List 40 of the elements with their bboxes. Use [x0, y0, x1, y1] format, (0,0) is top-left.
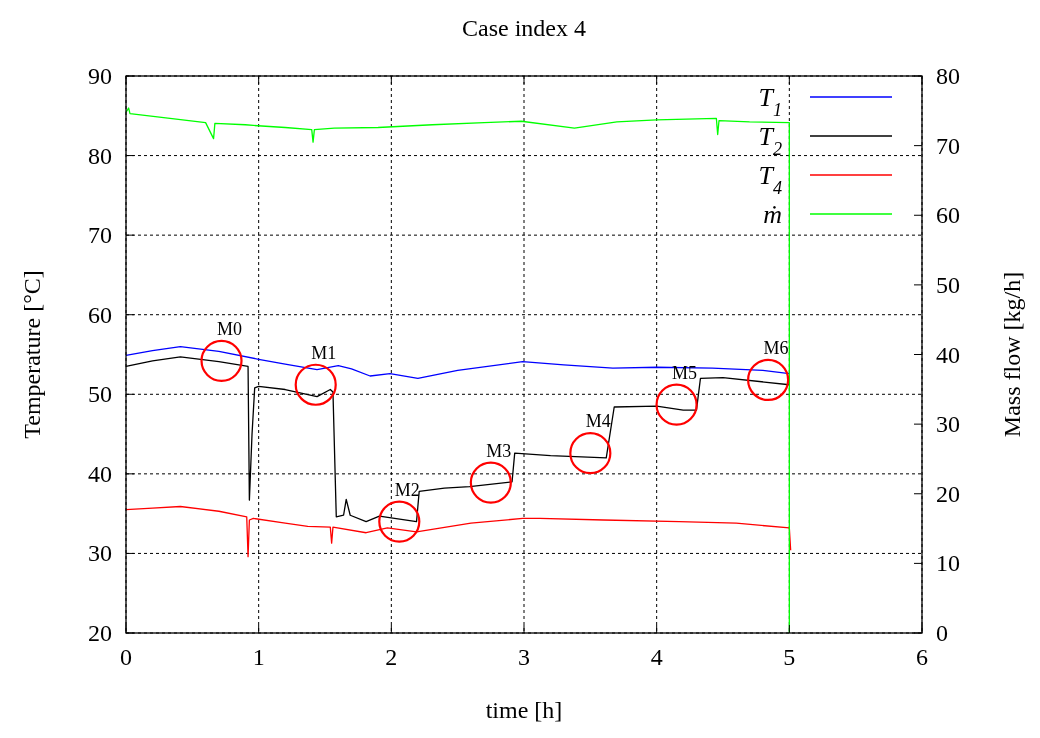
y-tick-label: 50: [88, 381, 112, 408]
annotation: M5: [672, 362, 698, 383]
legend-label: T$_{1}$: [758, 83, 782, 120]
y-axis-title: Temperature [°C]: [19, 270, 45, 439]
annotation: M4: [585, 411, 611, 432]
x-tick-label: 2: [385, 644, 398, 670]
annotation: M2: [394, 479, 420, 500]
y2-tick-label: 20: [936, 480, 960, 507]
y-tick-label: 60: [88, 301, 112, 328]
x-tick-label: 0: [120, 644, 132, 670]
line-series: [125, 505, 792, 558]
y2-tick-label: 30: [936, 411, 960, 438]
y-tick-label: 20: [88, 620, 112, 646]
y-tick-label: 40: [88, 460, 112, 487]
x-tick-label: 6: [916, 644, 928, 670]
legend-label: ṁ: [763, 200, 782, 229]
y-tick-label: 80: [88, 142, 112, 169]
x-tick-label: 5: [783, 644, 796, 670]
y-tick-label: 70: [88, 222, 112, 249]
y2-tick-label: 70: [936, 132, 960, 159]
y2-axis-title: Mass flow [kg/h]: [999, 271, 1025, 438]
annotation: M3: [486, 440, 512, 461]
x-tick-label: 4: [650, 644, 663, 670]
y2-tick-label: 40: [936, 341, 960, 368]
legend-label: T$_{2}$: [758, 122, 782, 159]
y-tick-label: 30: [88, 540, 112, 567]
y2-tick-label: 0: [936, 620, 948, 646]
y2-tick-label: 50: [936, 271, 960, 298]
chart-title: Case index 4: [462, 15, 586, 41]
y2-tick-label: 10: [936, 550, 960, 577]
y2-tick-label: 80: [936, 63, 960, 89]
annotation: M0: [217, 318, 243, 339]
y-tick-label: 90: [88, 63, 112, 89]
x-axis-title: time [h]: [485, 697, 563, 723]
annotation: M6: [763, 337, 789, 358]
legend-label: T$_{4}$: [758, 161, 782, 198]
x-tick-label: 1: [252, 644, 265, 670]
annotation: M1: [311, 342, 337, 363]
x-tick-label: 3: [518, 644, 530, 670]
y2-tick-label: 60: [936, 202, 960, 229]
